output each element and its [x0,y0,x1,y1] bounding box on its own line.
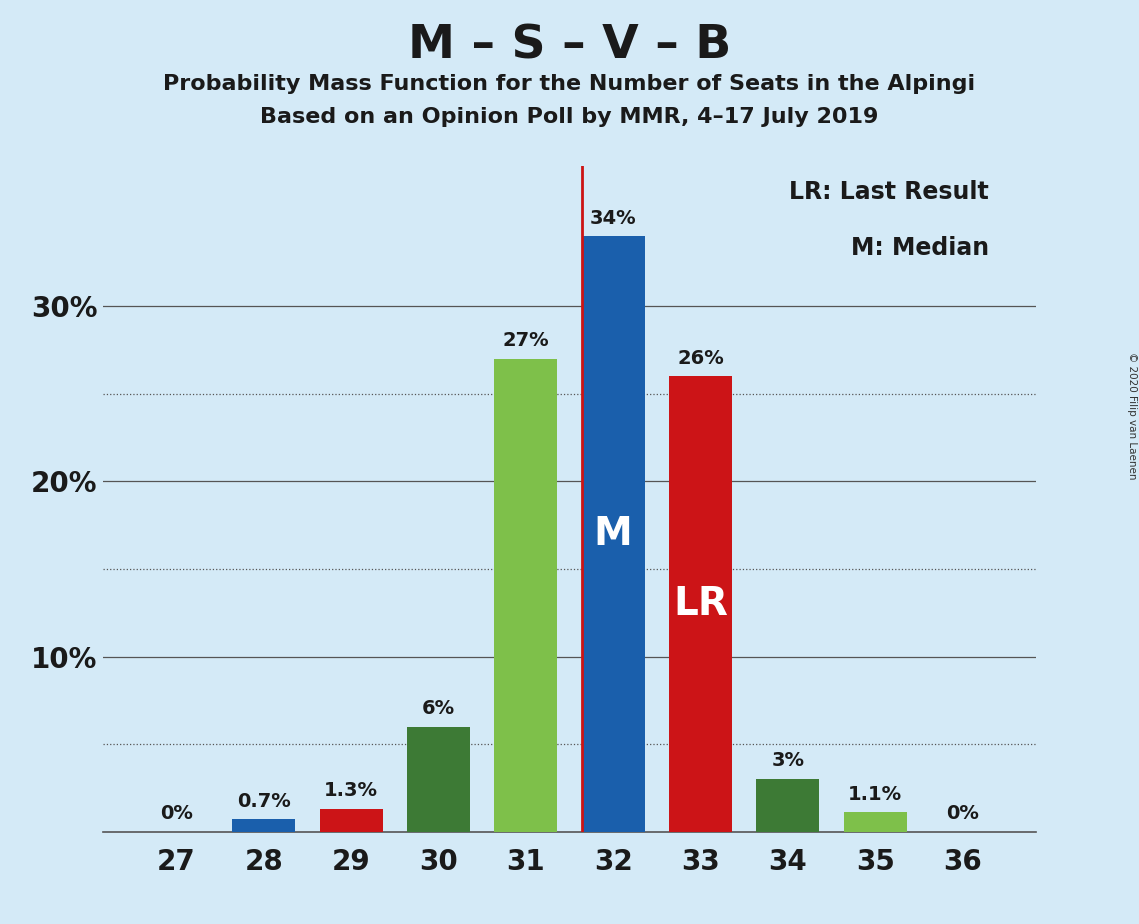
Text: Based on an Opinion Poll by MMR, 4–17 July 2019: Based on an Opinion Poll by MMR, 4–17 Ju… [261,107,878,128]
Text: 0%: 0% [159,804,192,823]
Text: 27%: 27% [502,331,549,350]
Bar [320,808,383,832]
Text: M: Median: M: Median [851,237,989,261]
Text: 0%: 0% [947,804,980,823]
Text: 0.7%: 0.7% [237,792,290,810]
Text: 3%: 3% [771,751,804,771]
Bar [232,820,295,832]
Text: LR: LR [673,585,728,623]
Text: M – S – V – B: M – S – V – B [408,23,731,68]
Text: 6%: 6% [421,699,456,718]
Bar [407,726,470,832]
Text: 26%: 26% [678,348,724,368]
Text: 1.3%: 1.3% [325,781,378,800]
Text: M: M [593,515,632,553]
Bar [494,359,557,832]
Text: LR: Last Result: LR: Last Result [789,180,989,204]
Text: 34%: 34% [590,209,637,227]
Text: © 2020 Filip van Laenen: © 2020 Filip van Laenen [1126,352,1137,480]
Text: 1.1%: 1.1% [849,784,902,804]
Text: Probability Mass Function for the Number of Seats in the Alpingi: Probability Mass Function for the Number… [163,74,976,94]
Bar [669,376,732,832]
Bar [756,779,819,832]
Bar [844,812,907,832]
Bar [582,237,645,832]
